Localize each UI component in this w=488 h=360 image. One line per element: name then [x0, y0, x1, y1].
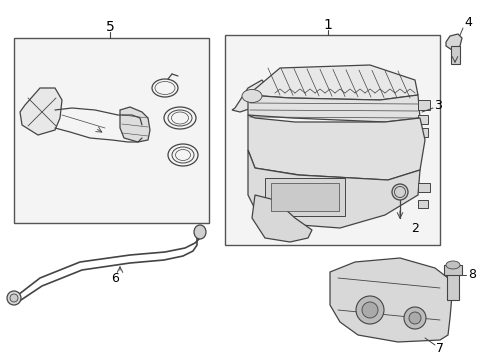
Bar	[450, 46, 459, 64]
Bar	[224, 35, 439, 245]
Circle shape	[361, 302, 377, 318]
Text: 6: 6	[111, 271, 119, 284]
Text: 2: 2	[410, 221, 418, 234]
Polygon shape	[231, 80, 267, 112]
Text: 3: 3	[433, 99, 441, 112]
Circle shape	[10, 294, 18, 302]
Ellipse shape	[445, 261, 459, 269]
Circle shape	[408, 312, 420, 324]
Bar	[417, 128, 427, 137]
Polygon shape	[445, 34, 461, 50]
Ellipse shape	[391, 184, 407, 200]
Ellipse shape	[194, 225, 205, 239]
Circle shape	[7, 291, 21, 305]
Circle shape	[403, 307, 425, 329]
Polygon shape	[247, 65, 417, 100]
Text: 4: 4	[463, 15, 471, 28]
Bar	[417, 100, 429, 110]
Bar	[417, 183, 429, 192]
Text: 5: 5	[105, 20, 114, 34]
Text: 7: 7	[435, 342, 443, 355]
Bar	[270, 183, 338, 211]
Polygon shape	[247, 150, 419, 228]
Bar	[417, 200, 427, 208]
Ellipse shape	[242, 90, 262, 103]
Text: 8: 8	[467, 269, 475, 282]
Circle shape	[355, 296, 383, 324]
Polygon shape	[120, 107, 150, 142]
Text: 1: 1	[323, 18, 332, 32]
Bar	[264, 178, 345, 216]
Bar	[443, 265, 461, 275]
Polygon shape	[247, 95, 419, 122]
Polygon shape	[329, 258, 451, 342]
Polygon shape	[247, 115, 424, 180]
Bar	[14, 38, 208, 223]
Polygon shape	[20, 88, 62, 135]
Bar	[446, 270, 458, 300]
Bar	[417, 115, 427, 124]
Polygon shape	[251, 195, 311, 242]
